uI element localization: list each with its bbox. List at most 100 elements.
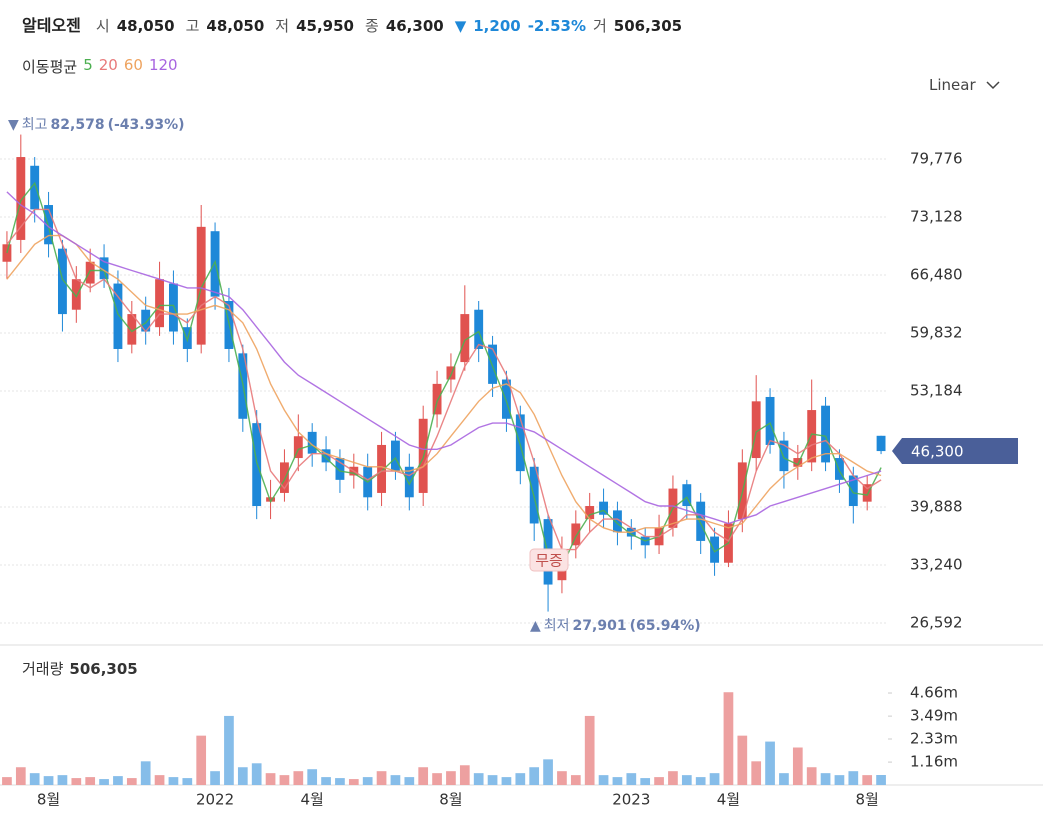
candle-body — [390, 440, 400, 472]
volume-bar — [43, 776, 54, 785]
y-tick-label: 79,776 — [910, 150, 963, 168]
volume-bar — [71, 778, 82, 785]
candle-body — [113, 283, 123, 349]
candle-body — [696, 501, 706, 541]
volume-bar — [210, 771, 220, 785]
y-tick-label: 33,240 — [910, 556, 963, 574]
event-label: 무증 — [535, 552, 563, 570]
candle-body — [488, 344, 498, 384]
volume-bar — [557, 771, 567, 785]
volume-bar — [224, 715, 234, 785]
volume-title-value: 506,305 — [69, 660, 137, 678]
note-change: (65.94%) — [630, 618, 701, 634]
volume-bar — [335, 778, 345, 785]
chevron — [986, 81, 1000, 90]
volume-tick-label: 1.16m — [910, 753, 958, 771]
candle-body — [127, 314, 137, 345]
quote-label: 고 — [185, 17, 200, 35]
x-tick-label: 4월 — [301, 791, 324, 809]
x-tick-label: 8월 — [856, 791, 879, 809]
note-marker: ▼ — [8, 117, 19, 133]
quote-value: 48,050 — [206, 17, 265, 35]
quote-value: 46,300 — [385, 17, 444, 35]
y-tick-label: 53,184 — [910, 382, 963, 400]
volume-title: 거래량 506,305 — [22, 660, 138, 678]
candle-body — [266, 497, 276, 502]
note-value: 82,578 — [51, 117, 105, 133]
volume-bar — [779, 773, 789, 785]
x-tick-label: 2022 — [196, 791, 234, 809]
volume-bar — [293, 771, 304, 785]
candle-body — [834, 458, 844, 480]
moving-average-line — [6, 208, 882, 551]
candle-body — [85, 261, 95, 284]
volume-bar — [681, 775, 692, 785]
volume-bar — [196, 735, 207, 785]
volume-bar — [598, 775, 609, 785]
volume-bar — [792, 747, 803, 785]
candle-body — [293, 436, 303, 459]
candle-body — [2, 244, 12, 262]
volume-bar — [126, 778, 137, 785]
candle-body — [71, 279, 81, 310]
ma-legend-entry: 60 — [123, 56, 143, 74]
candle-body — [321, 449, 331, 463]
volume-bar — [390, 775, 401, 785]
scale-dropdown[interactable]: Linear — [929, 76, 1000, 94]
candle-body — [599, 501, 609, 515]
volume-bar — [113, 776, 123, 785]
event-badge — [529, 548, 569, 572]
volume-bar — [182, 778, 193, 785]
volume-bar — [695, 777, 706, 785]
volume-bar — [543, 759, 553, 785]
volume-bar — [140, 761, 151, 785]
quote-value: 506,305 — [613, 17, 683, 35]
volume-bar — [765, 741, 775, 785]
moving-average-line — [6, 181, 882, 569]
candle-body — [765, 396, 775, 445]
volume-bar — [709, 773, 720, 785]
volume-bar — [584, 715, 595, 785]
volume-bar — [626, 773, 637, 785]
candle-body — [196, 226, 206, 345]
volume-bar — [529, 767, 540, 785]
candle-body — [793, 458, 803, 467]
x-tick-label: 8월 — [439, 791, 462, 809]
change-arrow: ▼ — [454, 17, 467, 35]
candle-body — [446, 366, 456, 380]
x-tick-label: 2023 — [612, 791, 650, 809]
note-marker: ▲ — [530, 618, 541, 634]
volume-bar — [446, 771, 456, 785]
volume-tick-label: 3.49m — [910, 707, 958, 725]
price-tag — [892, 438, 1018, 465]
volume-bar — [862, 775, 873, 785]
volume-bar — [654, 777, 664, 785]
candle-body — [474, 309, 484, 349]
candle-body — [612, 510, 622, 533]
candle-body — [141, 309, 151, 332]
volume-title-label: 거래량 — [22, 660, 64, 678]
volume-bar — [168, 777, 179, 785]
candle-body — [807, 410, 817, 463]
volume-bar — [154, 775, 165, 785]
candle-body — [432, 383, 442, 415]
volume-bar — [473, 773, 484, 785]
candle-body — [876, 435, 886, 452]
candle-body — [307, 431, 317, 454]
volume-bar — [29, 773, 40, 785]
volume-bar — [723, 692, 734, 785]
quote-header: 알테오젠 시 48,050 고 48,050 저 45,950 종 46,300 ▼ 1,… — [22, 12, 686, 36]
candle-body — [862, 484, 872, 502]
ma-legend: 이동평균 5 20 60 120 — [22, 56, 178, 77]
volume-bar — [279, 775, 290, 785]
volume-bar — [501, 777, 512, 785]
candle-body — [682, 484, 692, 507]
stock-name: 알테오젠 — [22, 16, 81, 35]
volume-bar — [876, 775, 886, 785]
volume-bar — [834, 775, 845, 785]
quote-label: 거 — [592, 17, 607, 35]
volume-bar — [612, 777, 623, 785]
candle-body — [460, 314, 470, 363]
volume-bar — [15, 767, 26, 785]
